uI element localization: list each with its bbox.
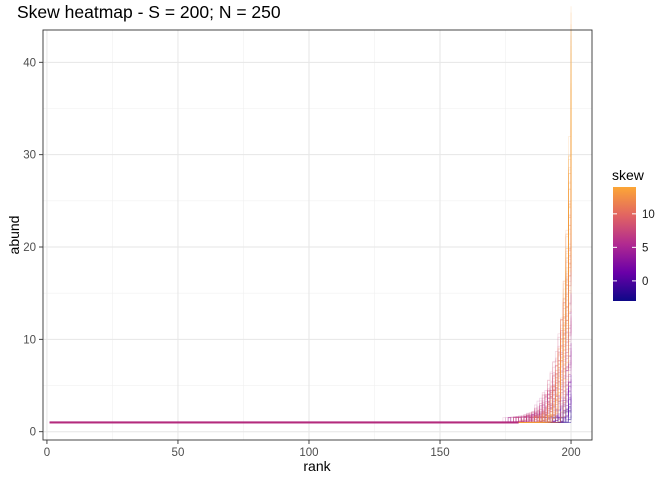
legend-label: 5: [642, 242, 648, 254]
legend-label: 0: [642, 276, 648, 288]
x-tick-label: 100: [299, 447, 318, 459]
x-tick-label: 200: [561, 447, 580, 459]
y-axis: 0 10 20 30 40: [23, 57, 43, 439]
y-tick-label: 20: [23, 242, 36, 254]
legend-colorbar: [613, 187, 636, 301]
x-axis: 0 50 100 150 200: [44, 440, 581, 459]
series-layer: [49, 6, 572, 424]
y-tick-label: 30: [23, 150, 36, 162]
grid-minor: [43, 30, 592, 440]
x-tick-label: 150: [430, 447, 449, 459]
legend-label: 10: [642, 209, 655, 221]
chart-title: Skew heatmap - S = 200; N = 250: [17, 2, 281, 22]
y-tick-label: 40: [23, 57, 36, 69]
plot-panel: [42, 6, 593, 441]
panel-background: [43, 30, 592, 440]
y-tick-label: 0: [30, 427, 36, 439]
x-axis-title: rank: [303, 458, 331, 474]
y-tick-label: 10: [23, 334, 36, 346]
y-axis-title: abund: [6, 216, 22, 255]
legend-title: skew: [612, 167, 645, 183]
x-tick-label: 50: [172, 447, 185, 459]
legend-ticks: 0 5 10: [613, 209, 655, 288]
x-tick-label: 0: [44, 447, 50, 459]
panel-border: [42, 29, 593, 441]
grid-major: [43, 30, 592, 440]
legend: skew 0 5 10: [612, 167, 655, 301]
